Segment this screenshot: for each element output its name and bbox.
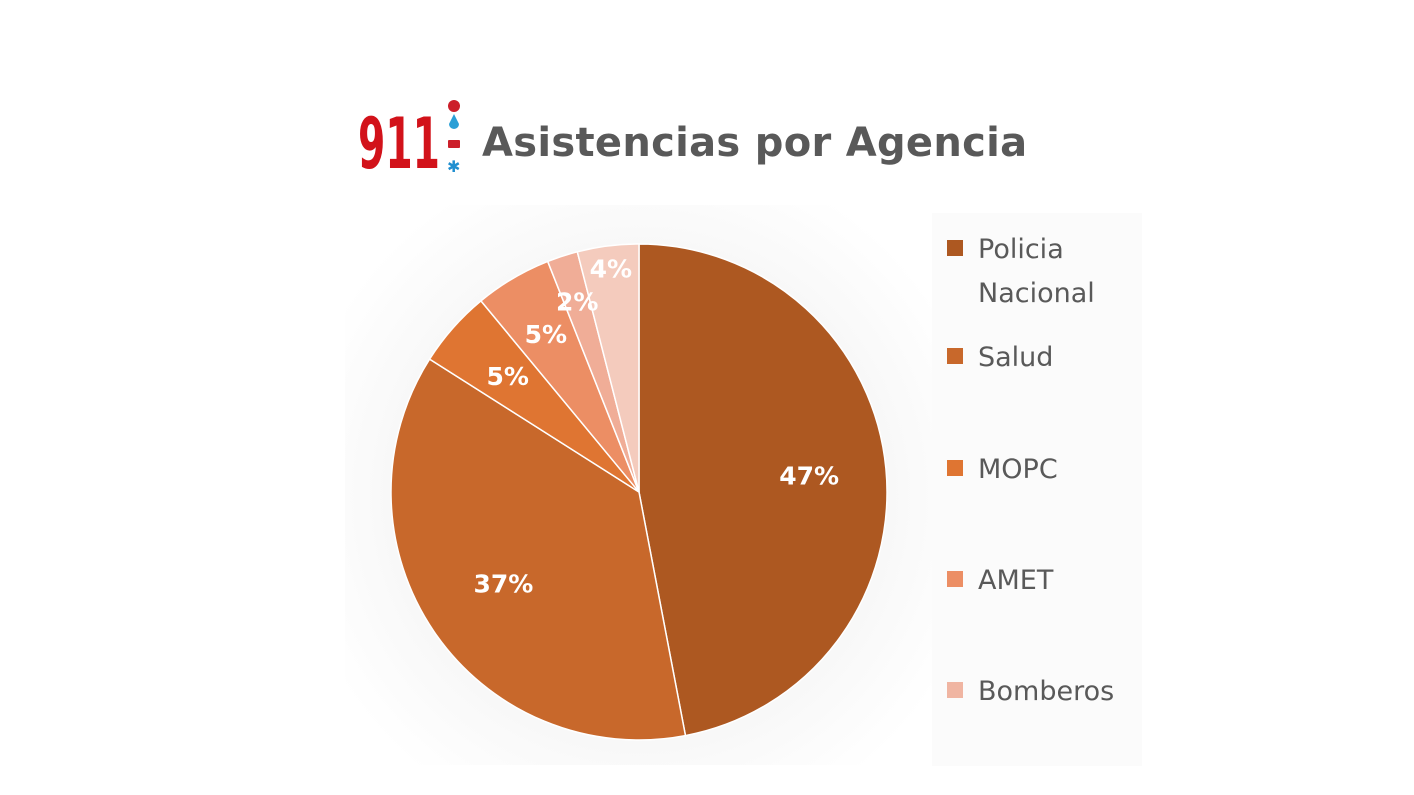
legend-label: Bomberos [978,676,1115,707]
chart-title: Asistencias por Agencia [482,120,1028,166]
pie-slice-bomberos [576,243,640,493]
pie-slice-salud [390,358,687,741]
data-label-mopc: 5% [486,362,528,391]
legend-swatch [947,571,963,587]
pie-slice-policia-nacional [638,243,888,737]
pie-labels: 47% 37% 5% 5% 2% 4% [473,254,839,598]
legend-background [932,213,1142,766]
logo-snowflake-icon: ✱ [447,157,460,176]
legend-label: MOPC [978,454,1058,485]
data-label-bomberos: 4% [590,254,632,283]
legend-item-mopc: MOPC [947,448,1137,492]
logo-ambulance-icon [448,140,460,148]
legend-swatch [947,460,963,476]
data-label-slice-5: 2% [556,287,598,316]
logo-water-drop-icon [449,114,459,129]
legend-label: Salud [978,342,1054,373]
legend-item-salud: Salud [947,336,1137,380]
legend-swatch [947,682,963,698]
legend-item-amet: AMET [947,559,1137,603]
logo-police-icon [448,100,460,112]
logo-text: 911 [358,103,440,176]
data-label-salud: 37% [473,570,533,599]
pie-slices [390,243,888,741]
legend-item-bomberos: Bomberos [947,670,1137,714]
data-label-amet: 5% [525,320,567,349]
legend-swatch [947,240,963,256]
logo-911: 911 ✱ [358,100,460,176]
legend-item-policia-nacional: Policia Nacional [947,228,1137,316]
legend-label: AMET [978,565,1054,596]
legend-swatch [947,348,963,364]
legend-label: Policia Nacional [978,234,1095,309]
data-label-policia-nacional: 47% [779,461,839,490]
